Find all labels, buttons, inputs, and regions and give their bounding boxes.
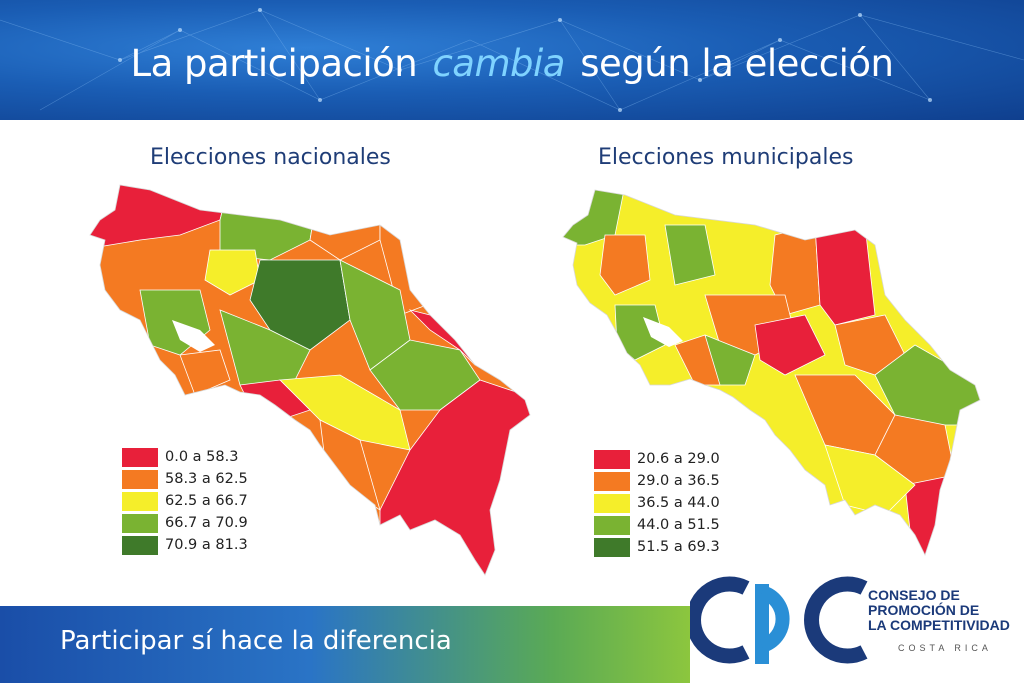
title-part2: según la elección	[580, 42, 894, 85]
cpc-logo-mark	[690, 576, 868, 664]
legend-label: 44.0 a 51.5	[637, 517, 720, 533]
legend-swatch	[122, 492, 158, 511]
region	[599, 234, 651, 296]
region	[824, 444, 916, 516]
legend-swatch	[122, 448, 158, 467]
map-municipal	[562, 189, 981, 557]
logo-country: COSTA RICA	[898, 643, 992, 653]
logo-line-1: CONSEJO DE	[868, 587, 960, 603]
title-part1: La participación	[130, 42, 418, 85]
map-title-municipal: Elecciones municipales	[598, 145, 854, 170]
footer-banner: Participar sí hace la diferencia	[0, 606, 690, 683]
legend-swatch	[122, 536, 158, 555]
network-pattern	[0, 8, 1024, 112]
cpc-logo: CONSEJO DE PROMOCIÓN DE LA COMPETITIVIDA…	[690, 560, 1024, 683]
legend-label: 0.0 a 58.3	[165, 449, 239, 465]
region	[754, 314, 826, 376]
logo-line-3: LA COMPETITIVIDAD	[868, 617, 1010, 633]
region	[664, 224, 716, 286]
legend-label: 66.7 a 70.9	[165, 515, 248, 531]
legend-swatch	[594, 516, 630, 535]
region	[219, 309, 311, 391]
legend-swatch	[594, 538, 630, 557]
legend-label: 29.0 a 36.5	[637, 473, 720, 489]
page-title: La participación cambia según la elecció…	[0, 42, 1024, 85]
legend-swatch	[594, 450, 630, 469]
legend-label: 70.9 a 81.3	[165, 537, 248, 553]
logo-line-2: PROMOCIÓN DE	[868, 602, 980, 618]
legend-label: 20.6 a 29.0	[637, 451, 720, 467]
legend-label: 51.5 a 69.3	[637, 539, 720, 555]
legend-swatch	[122, 514, 158, 533]
legend-swatch	[594, 494, 630, 513]
legend-label: 62.5 a 66.7	[165, 493, 248, 509]
legend-swatch	[594, 472, 630, 491]
region	[814, 224, 876, 326]
region	[674, 334, 721, 386]
gulf-of-nicoya	[172, 320, 215, 352]
legend-label: 36.5 a 44.0	[637, 495, 720, 511]
footer-slogan: Participar sí hace la diferencia	[60, 626, 452, 656]
title-highlight: cambia	[432, 42, 565, 85]
header-banner: La participación cambia según la elecció…	[0, 0, 1024, 120]
region	[179, 349, 231, 396]
map-title-national: Elecciones nacionales	[150, 145, 391, 170]
legend-swatch	[122, 470, 158, 489]
gulf-of-nicoya	[643, 317, 683, 347]
legend-label: 58.3 a 62.5	[165, 471, 248, 487]
region	[204, 249, 261, 296]
logo-wordmark: CONSEJO DE PROMOCIÓN DE LA COMPETITIVIDA…	[868, 588, 1010, 633]
map-national	[89, 184, 531, 576]
